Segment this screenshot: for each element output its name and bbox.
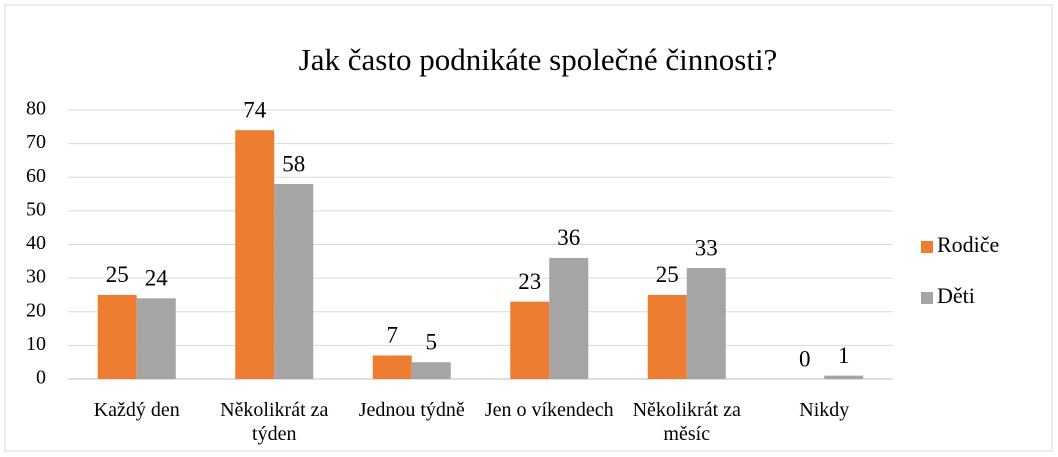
bar (510, 301, 550, 379)
y-tick-label: 0 (36, 367, 46, 389)
data-label: 1 (838, 343, 850, 368)
bar (274, 183, 314, 379)
bar (97, 294, 137, 379)
data-label: 36 (557, 225, 580, 250)
bar (686, 268, 726, 379)
x-tick-label: Jednou týdně (358, 399, 465, 421)
bar (136, 298, 176, 379)
data-label: 5 (426, 329, 438, 354)
bar (235, 130, 275, 379)
y-tick-label: 20 (26, 299, 46, 321)
x-tick-label: Jen o víkendech (484, 399, 614, 421)
x-tick-label: Nikdy (799, 399, 850, 421)
legend-swatch (921, 241, 933, 253)
data-label: 24 (145, 266, 169, 291)
data-label: 33 (695, 235, 718, 260)
data-label: 7 (387, 323, 399, 348)
bar (824, 375, 864, 379)
y-tick-label: 30 (26, 266, 46, 288)
x-tick-label: Několikrát za měsíc (632, 399, 741, 445)
legend-label: Rodiče (937, 232, 999, 257)
data-label: 58 (282, 151, 305, 176)
chart-title: Jak často podnikáte společné činnosti? (299, 42, 778, 77)
x-tick-label: Každý den (93, 399, 180, 421)
bar (411, 362, 451, 379)
y-tick-label: 40 (26, 232, 46, 254)
legend-swatch (921, 292, 933, 304)
y-tick-label: 70 (26, 131, 46, 153)
y-tick-label: 80 (26, 98, 46, 120)
bar (372, 355, 412, 379)
data-label: 74 (243, 97, 267, 122)
data-label: 23 (518, 269, 541, 294)
y-tick-label: 50 (26, 198, 46, 220)
bar (549, 257, 589, 379)
bar (647, 294, 687, 379)
legend-label: Děti (937, 283, 975, 308)
data-label: 25 (106, 262, 129, 287)
y-tick-label: 10 (26, 333, 46, 355)
y-tick-label: 60 (26, 165, 46, 187)
data-label: 0 (799, 346, 811, 371)
x-tick-label: Několikrát za týden (220, 399, 329, 445)
data-label: 25 (656, 262, 679, 287)
